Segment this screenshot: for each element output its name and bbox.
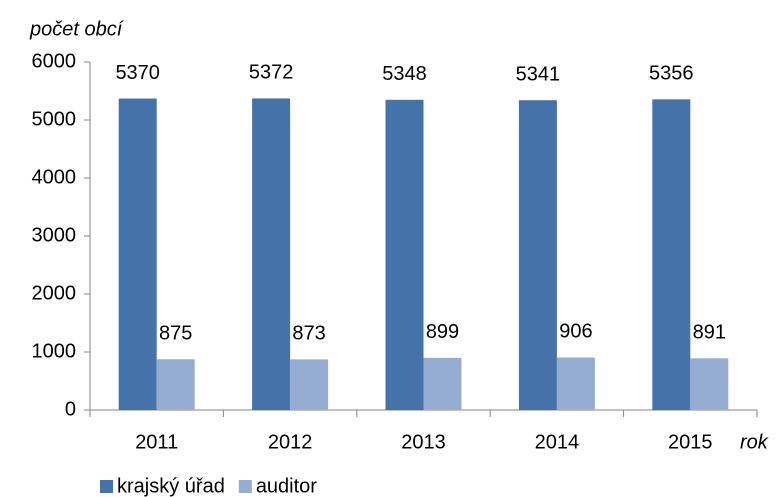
data-label: 5356 (649, 63, 694, 85)
data-label: 5341 (516, 64, 561, 86)
data-label: 891 (693, 322, 726, 344)
legend-label: auditor (256, 475, 317, 497)
data-label: 906 (559, 321, 592, 343)
y-axis-label: počet obcí (29, 18, 125, 40)
bar (556, 357, 595, 410)
x-tick-label: 2015 (668, 431, 713, 453)
legend-swatch (100, 480, 113, 493)
y-tick-label: 0 (65, 398, 76, 420)
bar (385, 99, 424, 410)
bar (118, 98, 157, 410)
data-label: 875 (159, 323, 192, 345)
y-tick-label: 2000 (32, 282, 77, 304)
bar (423, 357, 462, 410)
y-tick-label: 4000 (32, 166, 77, 188)
x-tick-label: 2014 (535, 431, 580, 453)
bar (518, 100, 557, 411)
bar (290, 359, 329, 410)
bar (156, 359, 195, 410)
data-label: 5370 (115, 62, 160, 84)
legend-label: krajský úřad (117, 475, 225, 497)
data-label: 5348 (382, 63, 427, 85)
y-tick-label: 5000 (32, 108, 77, 130)
x-tick-label: 2013 (401, 431, 446, 453)
x-tick-label: 2012 (268, 431, 313, 453)
data-label: 5372 (249, 62, 294, 84)
bar (652, 99, 691, 411)
legend-swatch (238, 480, 252, 493)
x-tick-label: 2011 (135, 431, 178, 453)
data-label: 873 (292, 323, 325, 345)
y-tick-label: 6000 (32, 50, 77, 72)
y-tick-label: 1000 (32, 340, 77, 362)
bar (690, 358, 729, 410)
y-tick-label: 3000 (32, 224, 77, 246)
bar (252, 98, 291, 410)
data-label: 899 (426, 321, 459, 343)
x-axis-label: rok (740, 431, 769, 453)
